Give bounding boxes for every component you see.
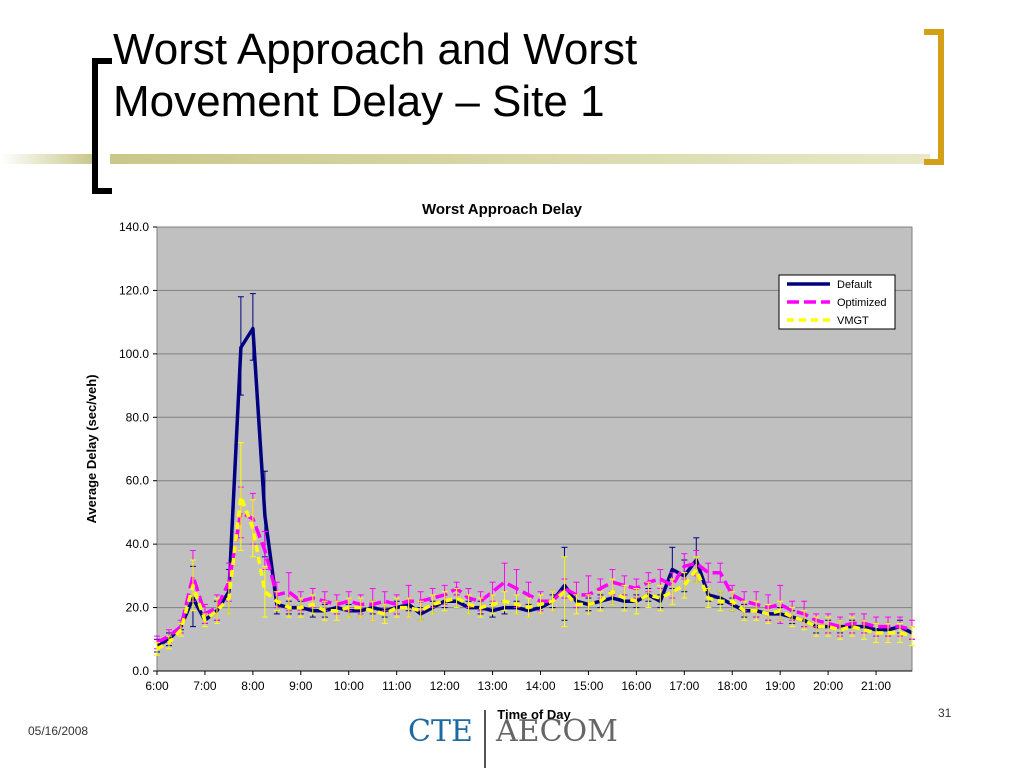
decorative-band — [110, 154, 930, 164]
x-tick-label: 12:00 — [430, 679, 460, 693]
x-tick-label: 9:00 — [289, 679, 313, 693]
series-vmgt — [154, 442, 915, 656]
x-axis-ticks: 6:00 7:00 8:00 9:00 10:00 11:00 12:00 13:00 14:0… — [145, 670, 912, 693]
logo-cte-text: CTE — [408, 714, 473, 749]
legend-label-vmgt: VMGT — [837, 315, 869, 327]
y-tick-label: 120.0 — [119, 283, 149, 297]
y-tick-label: 100.0 — [119, 347, 149, 361]
page-number: 31 — [938, 706, 952, 720]
y-tick-label: 0.0 — [132, 664, 149, 678]
x-axis-label: Time of Day — [497, 707, 571, 722]
left-bracket — [92, 58, 112, 194]
y-tick-label: 20.0 — [126, 601, 150, 615]
chart-title: Worst Approach Delay — [422, 201, 583, 218]
series-layer — [154, 293, 915, 656]
slide-title-line2: Movement Delay – Site 1 — [113, 77, 605, 126]
slide-title-line1: Worst Approach and Worst — [113, 25, 638, 74]
x-tick-label: 13:00 — [478, 679, 508, 693]
logo-aecom-text: AECOM — [496, 714, 618, 749]
x-tick-label: 10:00 — [334, 679, 364, 693]
logo-divider — [484, 710, 486, 768]
y-tick-label: 80.0 — [126, 410, 150, 424]
worst-approach-delay-chart: Worst Approach Delay 0.0 20.0 40.0 60.0 80.0… — [84, 201, 915, 722]
series-line-optimized — [156, 510, 913, 645]
y-axis-label: Average Delay (sec/veh) — [84, 374, 99, 523]
right-bracket — [924, 29, 944, 165]
slide-title: Worst Approach and Worst Movement Delay … — [113, 24, 637, 128]
x-tick-label: 19:00 — [765, 679, 795, 693]
y-tick-label: 40.0 — [126, 537, 150, 551]
y-tick-label: 140.0 — [119, 220, 149, 234]
y-tick-label: 60.0 — [126, 474, 150, 488]
series-line-vmgt — [156, 494, 913, 651]
x-tick-label: 17:00 — [669, 679, 699, 693]
x-tick-label: 14:00 — [525, 679, 555, 693]
x-tick-label: 20:00 — [813, 679, 843, 693]
x-tick-label: 7:00 — [193, 679, 217, 693]
y-axis-ticks: 0.0 20.0 40.0 60.0 80.0 100.0 120.0 140.0 — [119, 220, 157, 678]
legend-label-default: Default — [837, 279, 872, 291]
decorative-band-left — [0, 154, 92, 164]
footer-date: 05/16/2008 — [28, 724, 89, 738]
x-tick-label: 8:00 — [241, 679, 265, 693]
x-tick-label: 21:00 — [861, 679, 891, 693]
x-tick-label: 16:00 — [621, 679, 651, 693]
x-tick-label: 18:00 — [717, 679, 747, 693]
x-tick-label: 15:00 — [573, 679, 603, 693]
x-tick-label: 6:00 — [145, 679, 169, 693]
x-tick-label: 11:00 — [382, 679, 411, 693]
legend-label-optimized: Optimized — [837, 297, 887, 309]
legend: Default Optimized VMGT — [778, 274, 896, 330]
